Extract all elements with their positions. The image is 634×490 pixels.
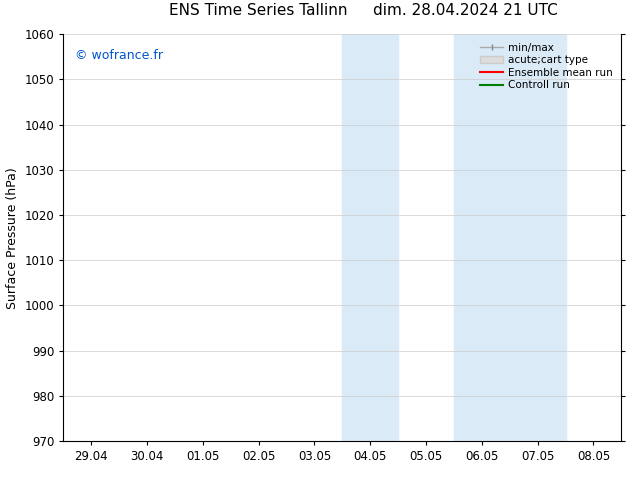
Text: dim. 28.04.2024 21 UTC: dim. 28.04.2024 21 UTC xyxy=(373,3,557,18)
Legend: min/max, acute;cart type, Ensemble mean run, Controll run: min/max, acute;cart type, Ensemble mean … xyxy=(477,40,616,94)
Text: ENS Time Series Tallinn: ENS Time Series Tallinn xyxy=(169,3,348,18)
Bar xyxy=(342,34,398,441)
Y-axis label: Surface Pressure (hPa): Surface Pressure (hPa) xyxy=(6,167,19,309)
Text: © wofrance.fr: © wofrance.fr xyxy=(75,49,162,62)
Bar xyxy=(454,34,566,441)
